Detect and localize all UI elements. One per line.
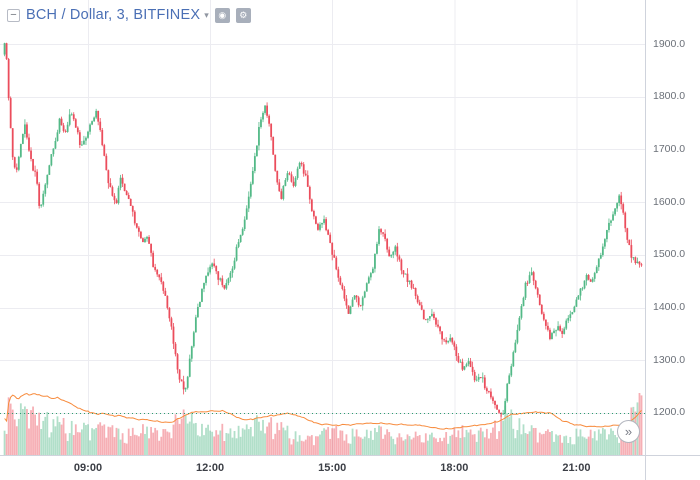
axis-corner [645, 455, 700, 480]
price-axis-label: 1900.0 [653, 37, 686, 50]
volume-ma-line [4, 392, 642, 430]
series-settings-button[interactable]: ⚙ [235, 7, 251, 23]
time-axis-label: 15:00 [318, 462, 347, 474]
grid-layer [0, 0, 645, 455]
price-axis-label: 1700.0 [653, 142, 686, 155]
volume-layer [3, 393, 643, 455]
scroll-to-realtime-button[interactable]: » [617, 420, 640, 443]
price-axis-label: 1800.0 [653, 90, 686, 103]
volume-ma-layer [4, 392, 642, 430]
price-axis[interactable]: 1900.0 1800.0 1700.0 1600.0 1500.0 1400.0 1300… [645, 0, 700, 455]
minus-icon: − [10, 9, 17, 21]
price-axis-label: 1300.0 [653, 353, 686, 366]
time-axis-label: 12:00 [196, 462, 225, 474]
symbol-title[interactable]: BCH / Dollar, 3, BITFINEX [26, 7, 201, 23]
time-axis-label: 21:00 [562, 462, 591, 474]
price-axis-label: 1500.0 [653, 248, 686, 261]
legend: − BCH / Dollar, 3, BITFINEX ▾ ◉ ⚙ [7, 7, 251, 23]
time-axis-label: 09:00 [73, 462, 103, 474]
price-axis-label: 1600.0 [653, 195, 686, 208]
candles-layer [3, 42, 643, 417]
hide-series-button[interactable]: ◉ [214, 7, 230, 23]
price-axis-label: 1200.0 [653, 406, 686, 419]
eye-icon: ◉ [218, 9, 227, 20]
gear-icon: ⚙ [239, 9, 248, 20]
legend-collapse-button[interactable]: − [7, 8, 20, 22]
chevron-down-icon[interactable]: ▾ [204, 9, 209, 20]
time-axis[interactable]: 09:00 12:00 15:00 18:00 21:00 [0, 455, 645, 480]
price-axis-label: 1400.0 [653, 301, 686, 313]
time-axis-label: 18:00 [440, 462, 469, 474]
price-chart-canvas[interactable] [0, 0, 645, 455]
double-chevron-right-icon: » [624, 424, 633, 439]
